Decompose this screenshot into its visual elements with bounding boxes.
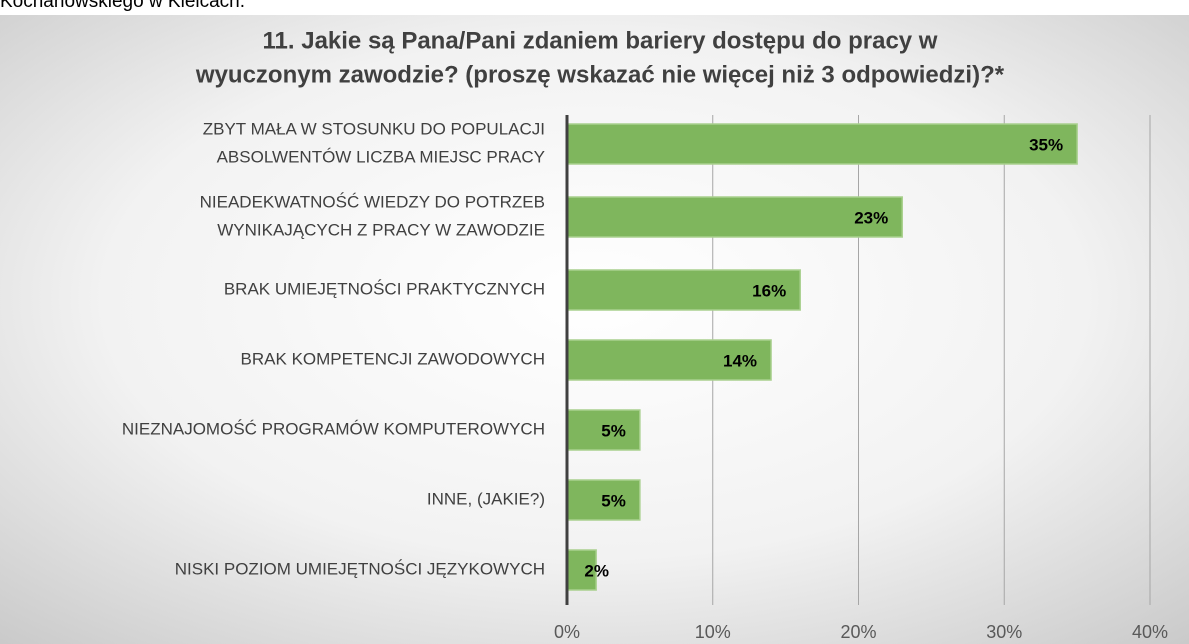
category-label: NIEADEKWATNOŚĆ WIEDZY DO POTRZEB bbox=[200, 192, 545, 211]
x-tick-label: 20% bbox=[840, 622, 876, 642]
bar bbox=[566, 196, 903, 238]
category-label: NISKI POZIOM UMIEJĘTNOŚCI JĘZYKOWYCH bbox=[175, 559, 545, 578]
value-label: 16% bbox=[752, 281, 786, 300]
x-tick-label: 0% bbox=[554, 622, 580, 642]
bar bbox=[566, 479, 641, 521]
category-label: ZBYT MAŁA W STOSUNKU DO POPULACJI bbox=[203, 119, 545, 138]
bar bbox=[566, 339, 772, 381]
bar bbox=[566, 123, 1078, 165]
x-tick-label: 30% bbox=[986, 622, 1022, 642]
chart-title: 11. Jakie są Pana/Pani zdaniem bariery d… bbox=[263, 27, 938, 54]
category-label: INNE, (JAKIE?) bbox=[427, 489, 545, 508]
value-label: 35% bbox=[1029, 135, 1063, 154]
category-label: NIEZNAJOMOŚĆ PROGRAMÓW KOMPUTEROWYCH bbox=[122, 419, 545, 438]
value-label: 14% bbox=[723, 351, 757, 370]
bar bbox=[566, 409, 641, 451]
category-label: BRAK KOMPETENCJI ZAWODOWYCH bbox=[241, 349, 545, 368]
value-label: 23% bbox=[854, 208, 888, 227]
category-label: WYNIKAJĄCYCH Z PRACY W ZAWODZIE bbox=[217, 220, 545, 239]
x-tick-label: 10% bbox=[695, 622, 731, 642]
x-tick-label: 40% bbox=[1132, 622, 1168, 642]
caption: Kochanowskiego w Kielcach. bbox=[0, 0, 245, 12]
value-label: 2% bbox=[584, 561, 609, 580]
value-label: 5% bbox=[601, 491, 626, 510]
category-label: BRAK UMIEJĘTNOŚCI PRAKTYCZNYCH bbox=[224, 279, 545, 298]
category-label: ABSOLWENTÓW LICZBA MIEJSC PRACY bbox=[217, 147, 545, 166]
bar bbox=[566, 269, 801, 311]
chart-title: wyuczonym zawodzie? (proszę wskazać nie … bbox=[195, 61, 1005, 88]
chart-background bbox=[0, 15, 1189, 644]
value-label: 5% bbox=[601, 421, 626, 440]
